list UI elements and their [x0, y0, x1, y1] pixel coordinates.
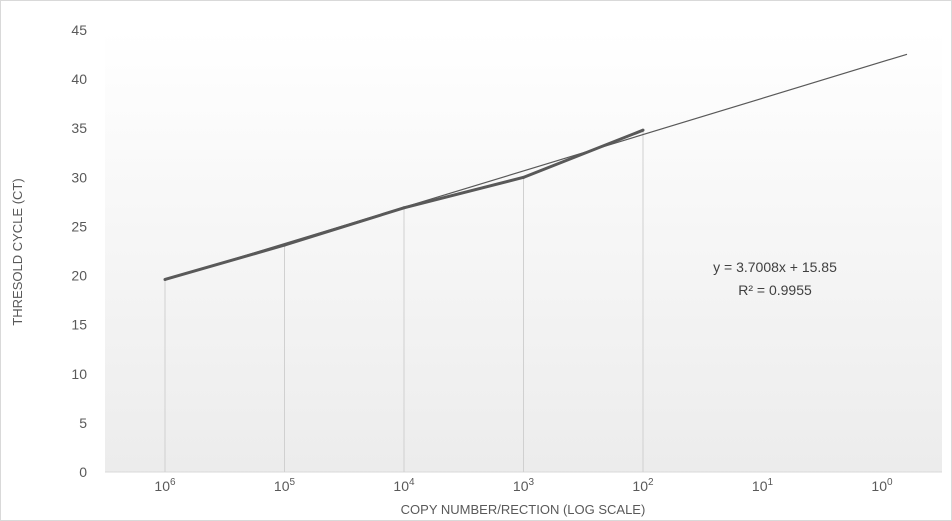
x-axis-title: COPY NUMBER/RECTION (LOG SCALE) — [401, 502, 646, 517]
data-point — [163, 277, 167, 281]
y-axis-title: THRESOLD CYCLE (CT) — [10, 178, 25, 325]
y-tick-label: 35 — [71, 120, 87, 136]
y-tick-label: 25 — [71, 218, 87, 234]
y-tick-label: 15 — [71, 317, 87, 333]
y-tick-label: 20 — [71, 268, 87, 284]
data-point — [641, 128, 645, 132]
y-tick-label: 30 — [71, 169, 87, 185]
y-tick-label: 5 — [79, 415, 87, 431]
data-point — [283, 243, 286, 247]
y-tick-label: 10 — [71, 366, 87, 382]
x-tick-label: 101 — [752, 477, 774, 494]
x-tick-label: 100 — [871, 477, 893, 494]
y-tick-label: 40 — [71, 71, 87, 87]
x-tick-label: 106 — [154, 477, 176, 494]
data-point — [402, 206, 406, 210]
x-tick-label: 105 — [274, 477, 296, 494]
trendline-equation: y = 3.7008x + 15.85 — [713, 259, 837, 275]
x-tick-label: 102 — [632, 477, 654, 494]
y-tick-label: 45 — [71, 22, 87, 38]
data-point — [522, 175, 525, 179]
y-tick-label: 0 — [79, 464, 87, 480]
x-tick-label: 104 — [393, 477, 415, 494]
trendline-r-squared: R² = 0.9955 — [738, 282, 812, 298]
x-tick-label: 103 — [513, 477, 535, 494]
